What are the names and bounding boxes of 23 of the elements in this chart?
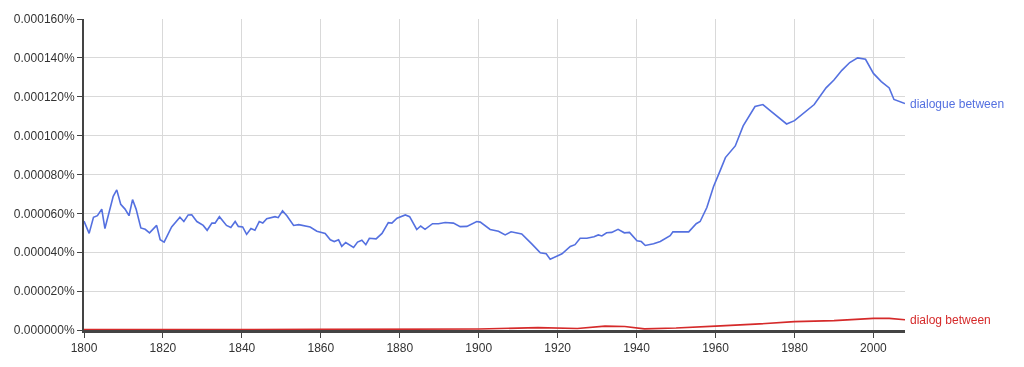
y-tick-label: 0.000160%	[13, 12, 75, 27]
y-tick-label: 0.000120%	[13, 89, 75, 104]
y-tick-label: 0.000140%	[13, 51, 75, 66]
y-tick-label: 0.000100%	[13, 128, 75, 143]
x-tick-label: 1920	[544, 341, 572, 356]
x-tick-label: 1980	[781, 341, 809, 356]
x-tick-label: 1840	[228, 341, 256, 356]
y-tick-label: 0.000060%	[13, 206, 75, 221]
x-tick-label: 1940	[623, 341, 651, 356]
y-tick-label: 0.000000%	[13, 323, 75, 338]
x-tick-label: 1880	[386, 341, 414, 356]
series-label: dialog between	[910, 313, 991, 327]
line-series	[84, 57, 905, 261]
x-tick-label: 1820	[149, 341, 177, 356]
y-tick-label: 0.000080%	[13, 167, 75, 182]
x-tick-label: 1800	[70, 341, 98, 356]
x-tick-label: 1960	[702, 341, 730, 356]
x-tick-label: 1900	[465, 341, 493, 356]
y-tick-label: 0.000040%	[13, 245, 75, 260]
x-tick-label: 1860	[307, 341, 335, 356]
series-label: dialogue between	[910, 97, 1005, 111]
x-tick-label: 2000	[860, 341, 888, 356]
y-tick-label: 0.000020%	[13, 284, 75, 299]
